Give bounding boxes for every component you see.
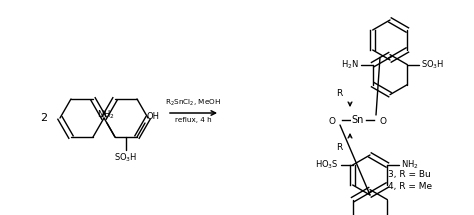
Text: reflux, 4 h: reflux, 4 h [175, 117, 212, 123]
Text: H$_2$N: H$_2$N [341, 58, 359, 71]
Text: R: R [336, 143, 342, 152]
Text: O: O [329, 118, 336, 126]
Text: R$_2$SnCl$_2$, MeOH: R$_2$SnCl$_2$, MeOH [165, 98, 221, 108]
Text: 4, R = Me: 4, R = Me [388, 181, 432, 190]
Text: 3, R = Bu: 3, R = Bu [388, 170, 431, 180]
Text: OH: OH [147, 112, 160, 121]
Text: SO$_3$H: SO$_3$H [114, 152, 138, 164]
Text: Sn: Sn [352, 115, 364, 125]
Text: 2: 2 [40, 113, 47, 123]
Text: O: O [380, 118, 387, 126]
Text: NH$_2$: NH$_2$ [97, 109, 115, 121]
Text: R: R [336, 89, 342, 97]
Text: HO$_3$S: HO$_3$S [315, 159, 339, 171]
Text: SO$_3$H: SO$_3$H [421, 58, 445, 71]
Text: NH$_2$: NH$_2$ [401, 159, 419, 171]
